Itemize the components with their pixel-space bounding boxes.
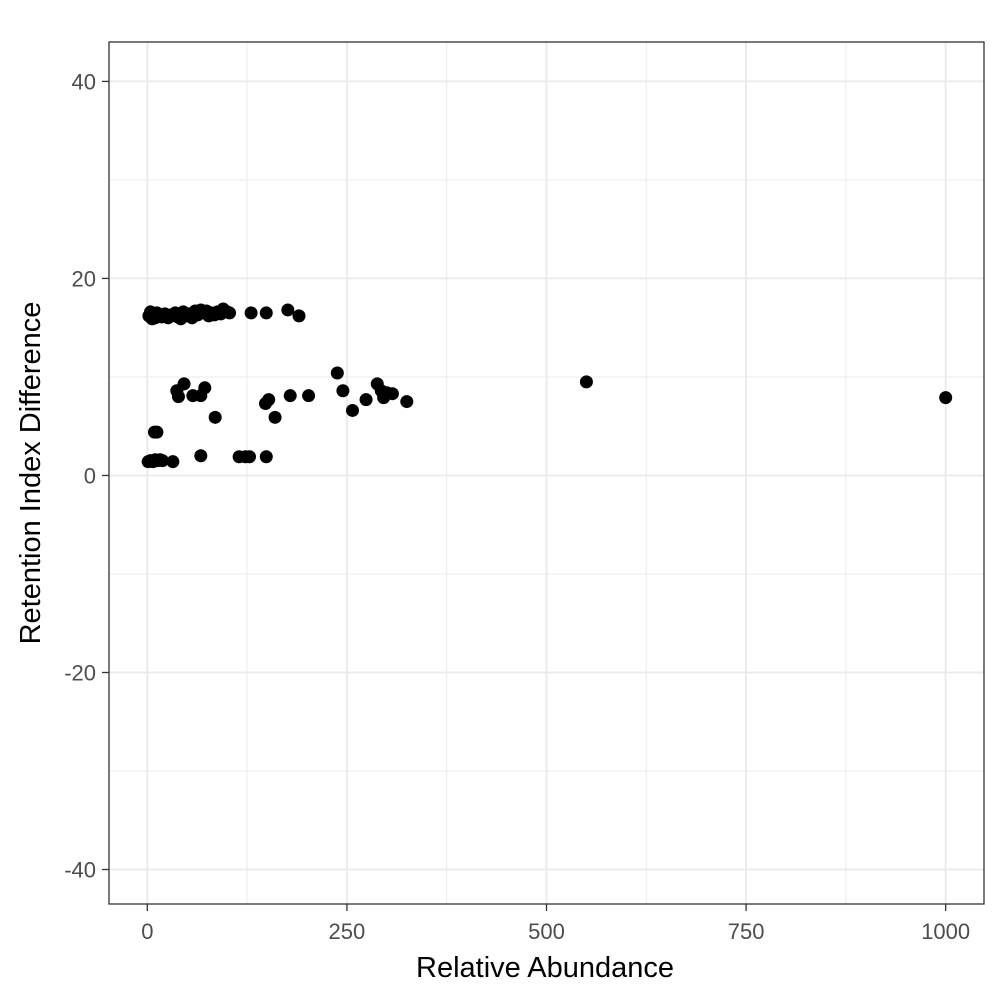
y-tick-label: -40 (64, 858, 96, 883)
data-point (281, 303, 295, 317)
y-axis-title: Retention Index Difference (15, 302, 47, 645)
x-axis-title: Relative Abundance (416, 952, 674, 984)
y-tick-label: 40 (72, 69, 96, 94)
data-point (579, 375, 593, 389)
data-points (141, 302, 953, 469)
x-tick-label: 750 (728, 919, 765, 944)
x-tick-label: 1000 (921, 919, 970, 944)
data-point (223, 306, 237, 320)
x-tick-label: 500 (528, 919, 565, 944)
y-axis-ticks: -40 -20 0 20 40 (64, 69, 109, 883)
x-tick-label: 250 (329, 919, 366, 944)
data-point (359, 393, 373, 407)
data-point (400, 395, 414, 409)
x-axis-ticks: 0 250 500 750 1000 (141, 904, 970, 944)
data-point (292, 309, 306, 323)
data-point (385, 387, 399, 401)
data-point (198, 381, 212, 395)
data-point (244, 306, 258, 320)
data-point (208, 410, 222, 424)
data-point (155, 454, 169, 468)
data-point (259, 306, 273, 320)
y-tick-label: 20 (72, 266, 96, 291)
data-point (345, 403, 359, 417)
y-tick-label: -20 (64, 660, 96, 685)
data-point (177, 377, 191, 391)
data-point (262, 393, 276, 407)
data-point (336, 384, 350, 398)
data-point (283, 389, 297, 403)
y-tick-label: 0 (84, 463, 96, 488)
data-point (259, 450, 273, 464)
data-point (268, 410, 282, 424)
data-point (166, 455, 180, 469)
data-point (330, 366, 344, 380)
data-point (171, 390, 185, 404)
data-point (939, 391, 953, 405)
data-point (243, 450, 257, 464)
x-tick-label: 0 (141, 919, 153, 944)
data-point (302, 389, 316, 403)
data-point (150, 425, 164, 439)
grid-major (109, 42, 984, 904)
data-point (194, 449, 208, 463)
